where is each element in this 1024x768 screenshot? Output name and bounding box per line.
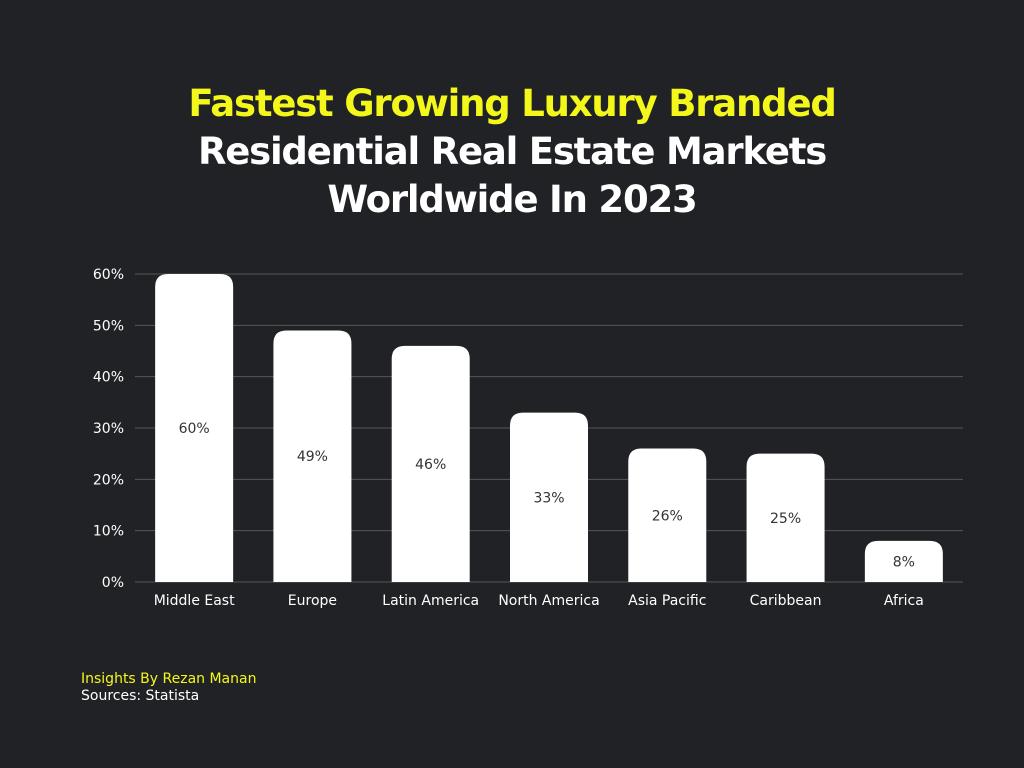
y-tick-label: 50% (93, 318, 124, 334)
bar (864, 540, 943, 582)
bar (391, 345, 470, 582)
x-tick-label: Europe (288, 593, 337, 609)
footer-credits: Insights By Rezan Manan Sources: Statist… (81, 671, 256, 705)
data-label: 60% (179, 421, 210, 437)
data-label: 8% (893, 554, 915, 570)
author-credit: Insights By Rezan Manan (81, 671, 257, 687)
x-tick-label: Caribbean (750, 593, 822, 609)
title-line-2: Residential Real Estate Markets (197, 130, 827, 173)
title-line-3: Worldwide In 2023 (327, 178, 697, 221)
data-label: 46% (415, 457, 446, 473)
data-label: 26% (652, 508, 683, 524)
bar (155, 274, 234, 582)
title-line-1: Fastest Growing Luxury Branded (188, 82, 836, 125)
data-label: 49% (297, 449, 328, 465)
y-tick-label: 40% (93, 370, 124, 386)
y-tick-label: 60% (93, 267, 124, 283)
chart-title: Fastest Growing Luxury Branded Residenti… (0, 80, 1024, 224)
y-tick-label: 10% (93, 524, 124, 540)
bar (273, 330, 352, 582)
data-label: 33% (533, 490, 564, 506)
bar (510, 412, 588, 582)
y-tick-label: 0% (102, 575, 124, 591)
data-label: 25% (770, 511, 801, 527)
x-tick-label: Middle East (154, 593, 235, 609)
x-tick-label: North America (498, 593, 599, 609)
x-tick-label: Latin America (382, 593, 479, 609)
y-tick-label: 20% (93, 472, 124, 488)
x-tick-label: Africa (884, 593, 924, 609)
bar (746, 453, 825, 582)
y-tick-label: 30% (93, 421, 124, 437)
x-tick-label: Asia Pacific (628, 593, 706, 609)
bar (628, 448, 707, 582)
source-credit: Sources: Statista (81, 688, 200, 704)
